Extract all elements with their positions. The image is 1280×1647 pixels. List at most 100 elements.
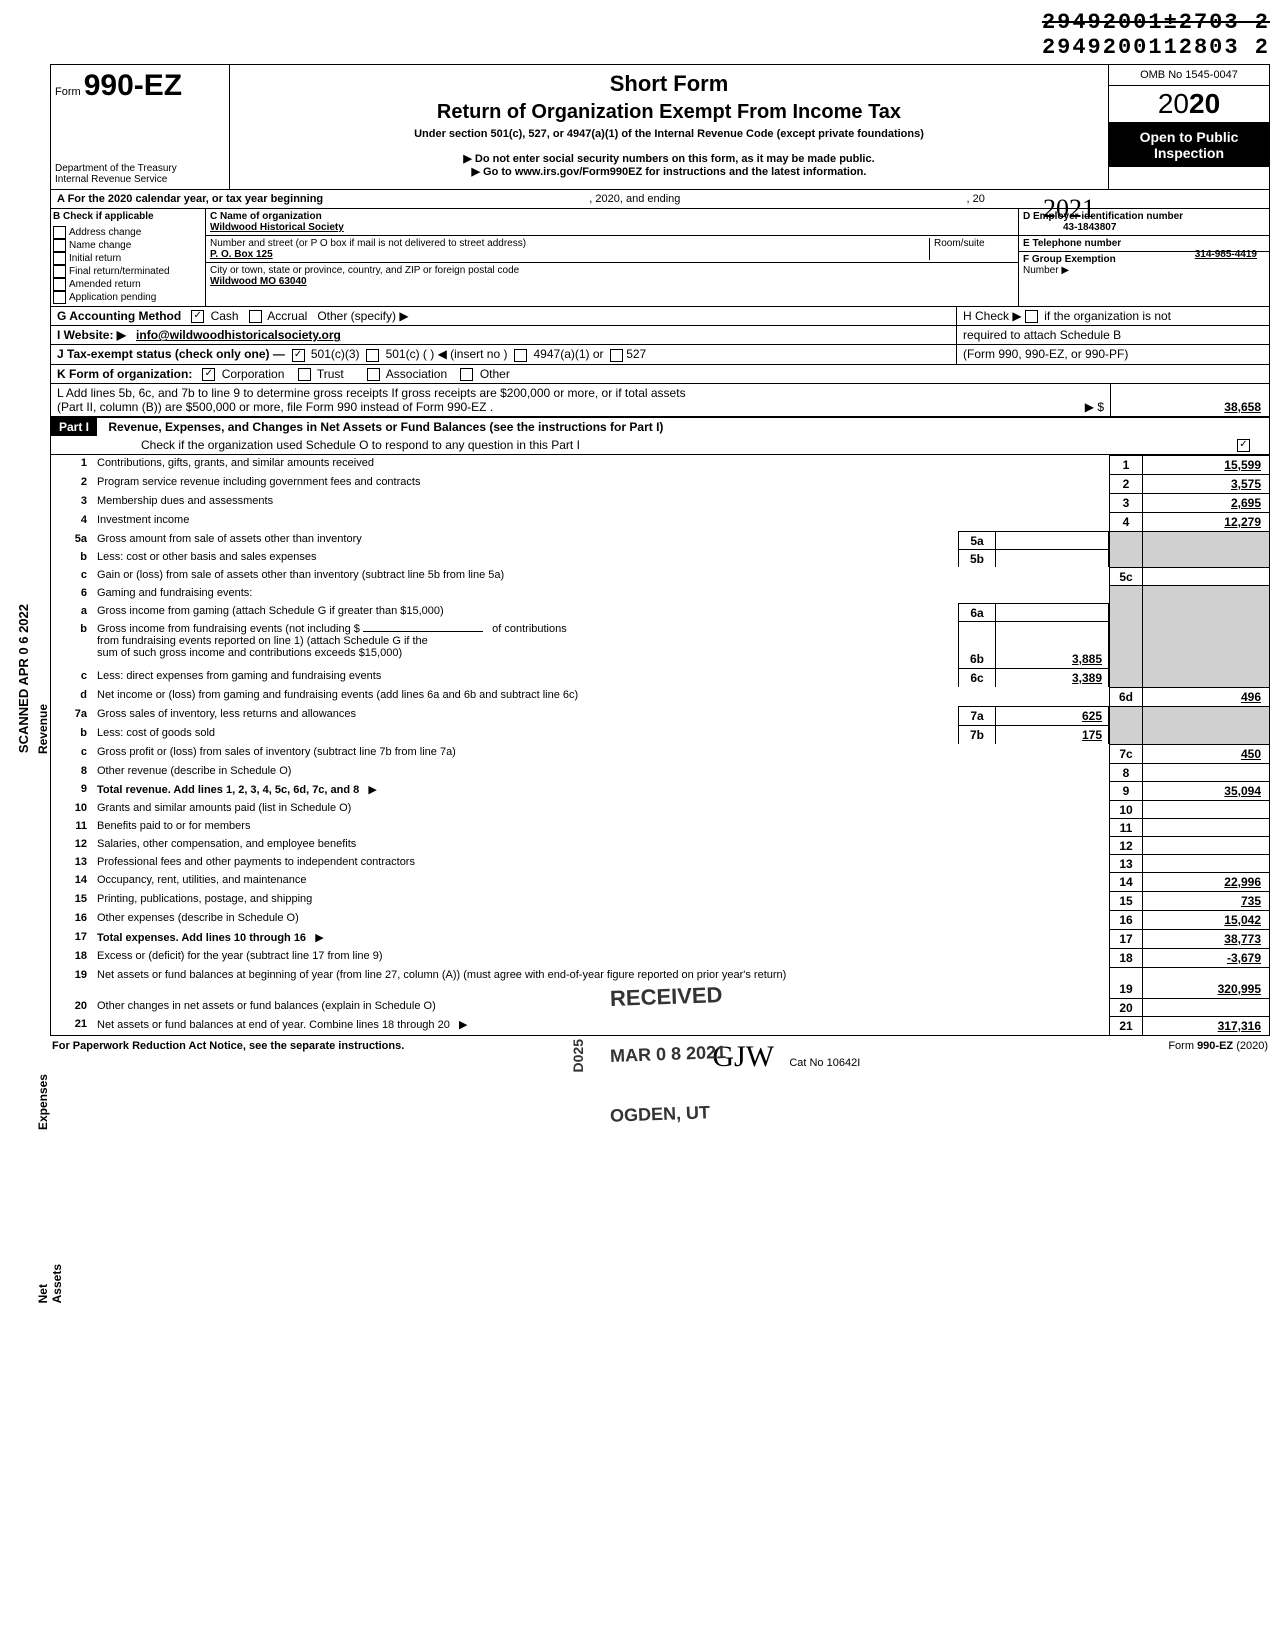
line-15-val: 735 — [1143, 891, 1269, 910]
note-1: ▶ Do not enter social security numbers o… — [240, 152, 1098, 165]
line-6c-mid: 3,389 — [996, 668, 1109, 687]
city-label: City or town, state or province, country… — [210, 265, 519, 276]
501c3-checkbox[interactable]: ✓ — [292, 349, 305, 362]
line-6-desc: Gaming and fundraising events: — [97, 587, 252, 599]
527-checkbox[interactable] — [610, 349, 623, 362]
dept-label: Department of the Treasury — [55, 163, 225, 174]
line-15-desc: Printing, publications, postage, and shi… — [97, 893, 312, 905]
l-text2: (Part II, column (B)) are $500,000 or mo… — [57, 400, 493, 414]
footer-left: For Paperwork Reduction Act Notice, see … — [52, 1040, 404, 1074]
year-thin: 20 — [1158, 88, 1189, 119]
line-10-val — [1143, 800, 1269, 818]
line-3-desc: Membership dues and assessments — [97, 495, 273, 507]
accrual-checkbox[interactable] — [249, 310, 262, 323]
line-10-desc: Grants and similar amounts paid (list in… — [97, 802, 351, 814]
footer-mid: Cat No 10642I — [789, 1057, 860, 1069]
b-label: B Check if applicable — [53, 211, 203, 222]
form-number: 990-EZ — [84, 69, 182, 102]
line-12-desc: Salaries, other compensation, and employ… — [97, 838, 356, 850]
po-box: P. O. Box 125 — [210, 249, 273, 260]
line-11-desc: Benefits paid to or for members — [97, 820, 250, 832]
top-number: 2949200112803 2 — [1042, 35, 1270, 60]
e-label: E Telephone number — [1023, 238, 1121, 249]
c-label: C Name of organization — [210, 211, 322, 222]
line-6b-d2: from fundraising events reported on line… — [97, 635, 428, 647]
corp-checkbox[interactable]: ✓ — [202, 368, 215, 381]
line-1-val: 15,599 — [1143, 455, 1269, 474]
main-title: Return of Organization Exempt From Incom… — [240, 101, 1098, 124]
line-4-val: 12,279 — [1143, 512, 1269, 531]
website: info@wildwoodhistoricalsociety.org — [136, 328, 341, 342]
check-item[interactable]: Address change — [53, 226, 203, 239]
part-1-sub: Check if the organization used Schedule … — [141, 438, 580, 452]
line-6b-midval: 3,885 — [996, 621, 1109, 668]
check-item[interactable]: Final return/terminated — [53, 265, 203, 278]
line-21-desc: Net assets or fund balances at end of ye… — [97, 1019, 450, 1031]
room-label: Room/suite — [929, 238, 1014, 260]
phone: 314-985-4419 — [1195, 249, 1265, 260]
j-label: J Tax-exempt status (check only one) — — [57, 347, 285, 361]
footer-right: Form 990-EZ (2020) — [1168, 1040, 1268, 1052]
line-20-desc: Other changes in net assets or fund bala… — [97, 1000, 436, 1012]
irs-label: Internal Revenue Service — [55, 174, 225, 185]
line-8-val — [1143, 763, 1269, 781]
line-5c-desc: Gain or (loss) from sale of assets other… — [97, 569, 504, 581]
scanned-stamp: SCANNED APR 0 6 2022 — [16, 604, 31, 753]
schedule-o-checkbox[interactable]: ✓ — [1237, 439, 1250, 452]
check-item[interactable]: Amended return — [53, 278, 203, 291]
line-14-desc: Occupancy, rent, utilities, and maintena… — [97, 874, 307, 886]
line-12-val — [1143, 836, 1269, 854]
line-9-desc: Total revenue. Add lines 1, 2, 3, 4, 5c,… — [97, 784, 359, 796]
line-21-val: 317,316 — [1143, 1016, 1269, 1035]
line-7a-desc: Gross sales of inventory, less returns a… — [97, 708, 356, 720]
omb-label: OMB No 1545-0047 — [1109, 65, 1269, 86]
check-item[interactable]: Application pending — [53, 291, 203, 304]
cash-checkbox[interactable]: ✓ — [191, 310, 204, 323]
line-11-val — [1143, 818, 1269, 836]
assoc-checkbox[interactable] — [367, 368, 380, 381]
4947-checkbox[interactable] — [514, 349, 527, 362]
k-label: K Form of organization: — [57, 367, 192, 381]
line-6b-pre: Gross income from fundraising events (no… — [97, 623, 360, 635]
line-a-label: A For the 2020 calendar year, or tax yea… — [57, 193, 323, 205]
l-value: 38,658 — [1224, 400, 1261, 414]
check-item[interactable]: Initial return — [53, 252, 203, 265]
line-18-desc: Excess or (deficit) for the year (subtra… — [97, 950, 383, 962]
h-text: if the organization is not — [1044, 309, 1171, 323]
short-form-label: Short Form — [240, 71, 1098, 97]
line-6d-desc: Net income or (loss) from gaming and fun… — [97, 689, 578, 701]
open-public: Open to Public — [1111, 129, 1267, 145]
line-14-val: 22,996 — [1143, 872, 1269, 891]
h-checkbox[interactable] — [1025, 310, 1038, 323]
inspection: Inspection — [1111, 145, 1267, 161]
part-1-label: Part I — [51, 418, 97, 436]
check-item[interactable]: Name change — [53, 239, 203, 252]
l-text: L Add lines 5b, 6c, and 7b to line 9 to … — [57, 386, 686, 400]
f-label2: Number ▶ — [1023, 265, 1069, 276]
line-16-desc: Other expenses (describe in Schedule O) — [97, 912, 299, 924]
part-1-title: Revenue, Expenses, and Changes in Net As… — [100, 420, 663, 434]
line-19-desc: Net assets or fund balances at beginning… — [97, 969, 786, 981]
line-1-desc: Contributions, gifts, grants, and simila… — [97, 457, 374, 469]
line-a-mid: , 2020, and ending — [589, 193, 680, 205]
line-18-val: -3,679 — [1143, 948, 1269, 967]
line-2-desc: Program service revenue including govern… — [97, 476, 420, 488]
line-5a-desc: Gross amount from sale of assets other t… — [97, 533, 362, 545]
line-a-end: , 20 — [967, 193, 985, 205]
year-bold: 20 — [1189, 88, 1220, 119]
line-16-val: 15,042 — [1143, 910, 1269, 929]
501c-checkbox[interactable] — [366, 349, 379, 362]
line-6c-desc: Less: direct expenses from gaming and fu… — [97, 670, 381, 682]
line-8-desc: Other revenue (describe in Schedule O) — [97, 765, 291, 777]
line-17-val: 38,773 — [1143, 929, 1269, 948]
line-19-val: 320,995 — [1143, 967, 1269, 998]
trust-checkbox[interactable] — [298, 368, 311, 381]
line-4-desc: Investment income — [97, 514, 189, 526]
g-label: G Accounting Method — [57, 309, 181, 323]
initials: GJW — [712, 1040, 774, 1073]
line-9-val: 35,094 — [1143, 781, 1269, 800]
note-2: ▶ Go to www.irs.gov/Form990EZ for instru… — [240, 165, 1098, 178]
other-checkbox[interactable] — [460, 368, 473, 381]
revenue-label: Revenue — [36, 704, 50, 754]
line-3-val: 2,695 — [1143, 493, 1269, 512]
